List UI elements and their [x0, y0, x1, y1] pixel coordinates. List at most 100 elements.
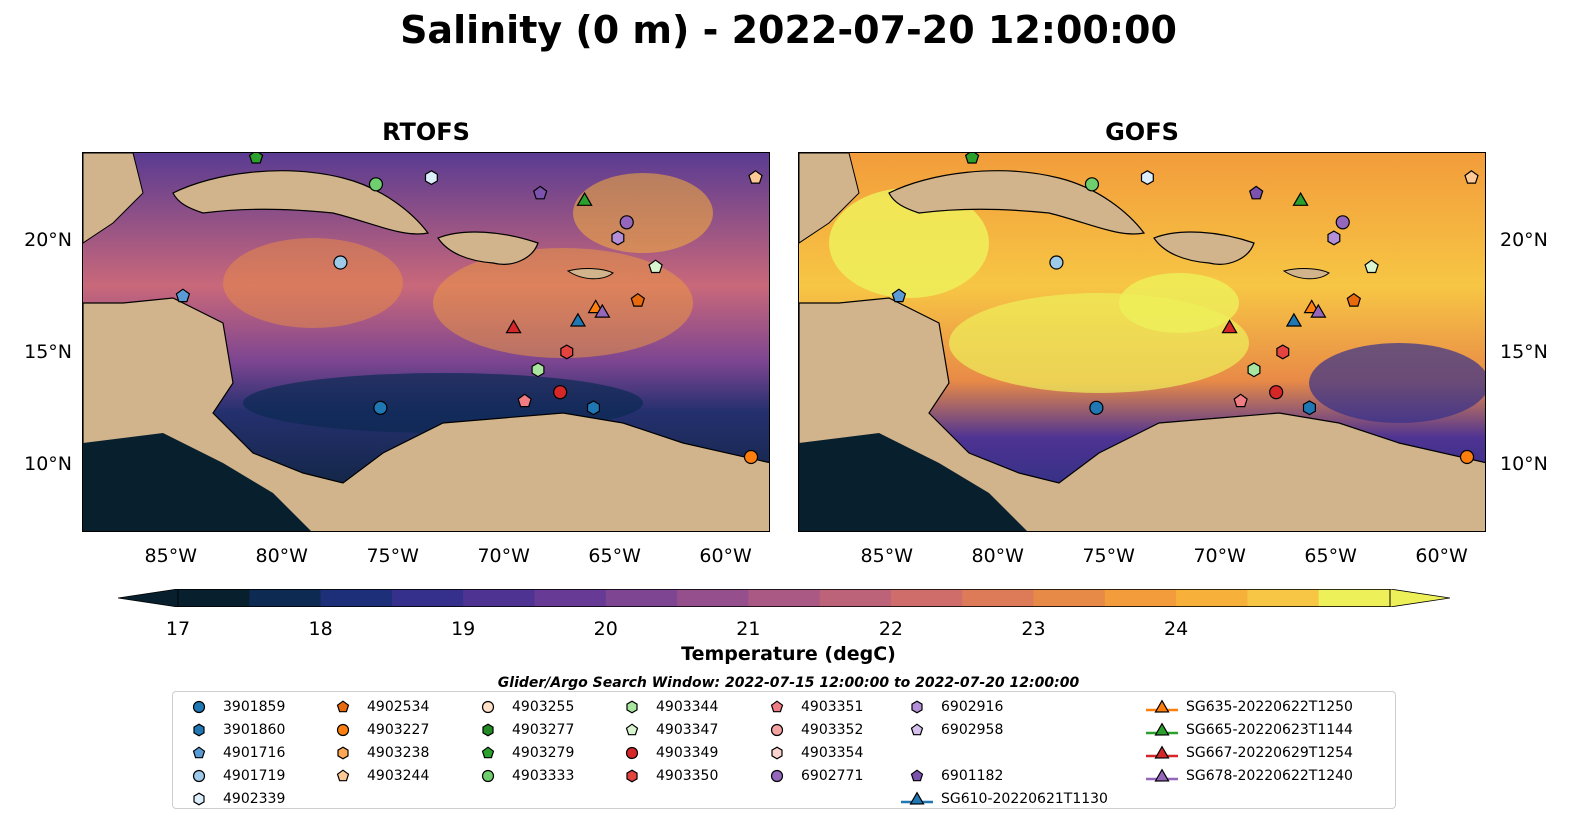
legend-float-marker[interactable] — [336, 769, 350, 782]
legend-float-marker[interactable] — [193, 792, 205, 806]
colorbar-tick-label: 21 — [736, 618, 761, 640]
x-tick-label: 65°W — [588, 545, 641, 567]
float-marker-3901860[interactable] — [1302, 400, 1317, 416]
float-marker-4901719[interactable] — [1049, 255, 1064, 270]
legend-float-marker[interactable] — [770, 769, 784, 783]
legend-triangle-marker[interactable] — [1154, 745, 1170, 759]
float-marker-3901860[interactable] — [586, 400, 601, 416]
float-marker-4902534[interactable] — [630, 292, 646, 307]
legend-float-marker[interactable] — [481, 746, 495, 759]
float-marker-SG610[interactable] — [1285, 312, 1303, 327]
float-marker-SG610[interactable] — [569, 312, 587, 327]
legend-float-marker[interactable] — [192, 746, 206, 759]
legend-float-marker[interactable] — [910, 769, 924, 782]
colorbar-segment — [1176, 589, 1248, 607]
land-hispaniola — [437, 231, 539, 265]
map-rtofs[interactable] — [82, 152, 770, 532]
float-marker-4903279[interactable] — [964, 153, 980, 164]
sea-warm-patch — [573, 173, 713, 253]
legend-item-label: SG665-20220623T1144 — [1186, 722, 1353, 738]
float-marker-4903347[interactable] — [648, 259, 663, 274]
float-marker-6902916[interactable] — [611, 230, 625, 246]
float-marker-3901859[interactable] — [373, 400, 388, 415]
legend-triangle-marker[interactable] — [909, 791, 925, 805]
legend-marker-icon — [1146, 699, 1178, 713]
colorbar-segment — [605, 589, 678, 607]
legend-float-marker[interactable] — [911, 700, 923, 714]
float-marker-6901182[interactable] — [1248, 185, 1264, 200]
legend-item-label: 4903279 — [512, 745, 575, 761]
pacific-ocean — [83, 433, 311, 531]
float-marker-4902339[interactable] — [1140, 170, 1154, 186]
legend-marker-icon — [337, 746, 349, 760]
legend-float-marker[interactable] — [193, 723, 205, 737]
sea-warm-patch — [223, 238, 403, 328]
legend-float-marker[interactable] — [336, 700, 350, 713]
x-tick-label: 60°W — [699, 545, 752, 567]
legend-float-marker[interactable] — [481, 769, 495, 783]
float-marker-SG665[interactable] — [1292, 191, 1309, 206]
float-marker-6902771[interactable] — [1335, 215, 1350, 230]
float-marker-4902339[interactable] — [424, 170, 438, 186]
legend-float-marker[interactable] — [625, 723, 639, 736]
float-marker-SG665[interactable] — [576, 191, 593, 206]
map-gofs[interactable] — [798, 152, 1486, 532]
float-marker-4903333[interactable] — [1084, 177, 1100, 192]
float-marker-4903227[interactable] — [1459, 449, 1475, 465]
float-marker-4903350[interactable] — [560, 344, 574, 360]
legend-marker-icon — [192, 769, 206, 783]
float-marker-SG667[interactable] — [1221, 319, 1238, 334]
float-marker-3901859[interactable] — [1089, 400, 1104, 415]
legend-item-label: 4903351 — [801, 699, 864, 715]
legend-float-marker[interactable] — [336, 723, 350, 737]
legend-marker-icon — [192, 700, 206, 714]
legend-float-marker[interactable] — [625, 746, 639, 760]
float-marker-4903244[interactable] — [1464, 170, 1479, 184]
float-marker-6901182[interactable] — [532, 185, 548, 200]
legend-float-marker[interactable] — [626, 769, 638, 783]
float-marker-4903347[interactable] — [1364, 259, 1379, 274]
float-marker-SG678[interactable] — [594, 303, 611, 318]
float-marker-4903351[interactable] — [1233, 393, 1248, 408]
legend-float-marker[interactable] — [771, 746, 783, 760]
legend-float-marker[interactable] — [192, 769, 206, 783]
y-tick-label-left: 20°N — [24, 229, 72, 252]
float-marker-4901716[interactable] — [175, 288, 191, 303]
legend-triangle-marker[interactable] — [1154, 768, 1170, 782]
float-marker-4901719[interactable] — [333, 255, 348, 270]
legend-float-marker[interactable] — [337, 746, 349, 760]
legend-marker-icon — [192, 746, 206, 759]
legend-float-marker[interactable] — [626, 700, 638, 714]
legend-float-marker[interactable] — [770, 723, 784, 737]
float-marker-4903350[interactable] — [1276, 344, 1290, 360]
float-marker-6902916[interactable] — [1327, 230, 1341, 246]
float-marker-4903333[interactable] — [368, 177, 384, 192]
legend-float-marker[interactable] — [910, 723, 924, 736]
float-marker-4903349[interactable] — [553, 385, 568, 400]
legend-float-marker[interactable] — [482, 723, 494, 737]
legend-item: 4903352 — [759, 719, 863, 741]
legend-float-marker[interactable] — [192, 700, 206, 714]
float-marker-SG678[interactable] — [1310, 303, 1327, 318]
legend-triangle-marker[interactable] — [1154, 699, 1170, 713]
float-marker-6902771[interactable] — [619, 215, 634, 230]
float-marker-4903349[interactable] — [1269, 385, 1284, 400]
float-marker-4903244[interactable] — [748, 170, 763, 184]
float-marker-4903344[interactable] — [531, 362, 545, 378]
float-marker-4903344[interactable] — [1247, 362, 1261, 378]
colorbar-segment — [249, 589, 322, 607]
float-marker-4902534[interactable] — [1346, 292, 1362, 307]
legend-triangle-marker[interactable] — [1154, 722, 1170, 736]
float-marker-SG667[interactable] — [505, 319, 522, 334]
legend-item: 4903344 — [614, 696, 718, 718]
legend-item-label: 6902958 — [941, 722, 1004, 738]
legend-float-marker[interactable] — [481, 700, 495, 714]
float-marker-4903227[interactable] — [743, 449, 759, 465]
legend-marker-icon — [626, 769, 638, 783]
float-marker-4903351[interactable] — [517, 393, 532, 408]
float-marker-4903279[interactable] — [248, 153, 264, 164]
legend-float-marker[interactable] — [770, 700, 784, 713]
legend-item: SG678-20220622T1240 — [1144, 765, 1353, 787]
land-puerto-rico — [1282, 268, 1330, 280]
float-marker-4901716[interactable] — [891, 288, 907, 303]
